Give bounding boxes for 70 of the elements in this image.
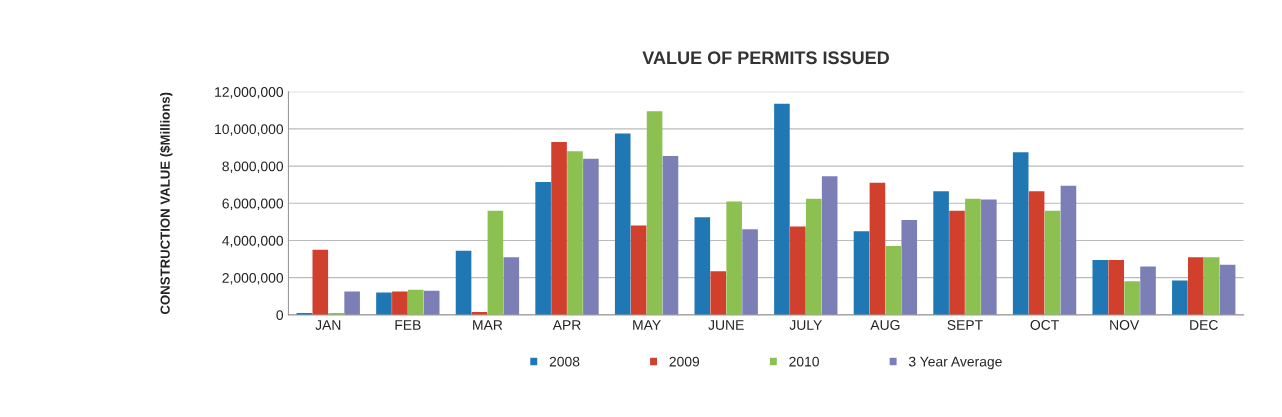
legend-label: 2009	[669, 356, 700, 367]
y-axis-title: CONSTRUCTION VALUE ($Millions)	[159, 92, 173, 315]
bar	[1140, 266, 1156, 315]
x-tick-label: JULY	[789, 320, 822, 330]
bar	[901, 220, 918, 315]
x-tick-label: SEPT	[947, 320, 983, 330]
x-tick-label: JAN	[315, 320, 341, 330]
x-tick-label: NOV	[1110, 320, 1140, 330]
bar	[1203, 257, 1220, 315]
bar	[869, 182, 886, 315]
bar	[1187, 257, 1204, 315]
bar	[694, 217, 711, 315]
bar	[1060, 185, 1077, 315]
bar	[503, 257, 520, 315]
bar	[583, 158, 599, 315]
bar	[981, 199, 997, 315]
bar	[662, 155, 679, 315]
x-tick-label: MAY	[633, 320, 661, 330]
y-tick-label: 0	[276, 310, 284, 320]
bar	[805, 198, 822, 315]
chart-title: VALUE OF PERMITS ISSUED	[642, 51, 889, 65]
y-tick-label: 8,000,000	[222, 161, 284, 173]
bar	[551, 141, 567, 315]
y-tick-label: 2,000,000	[222, 272, 284, 285]
bar	[1108, 259, 1124, 315]
x-tick-label: AUG	[870, 320, 900, 330]
bar	[614, 133, 631, 315]
bar	[774, 103, 790, 315]
bar	[1044, 210, 1061, 315]
bar	[1012, 152, 1029, 315]
bar	[630, 225, 647, 315]
bar	[344, 291, 360, 315]
bar	[312, 249, 329, 315]
bar	[821, 176, 838, 315]
y-tick-label: 6,000,000	[222, 198, 284, 211]
x-tick-label: MAR	[473, 320, 503, 330]
bar	[376, 292, 392, 315]
bar	[535, 181, 551, 315]
legend-label: 2010	[789, 356, 819, 367]
bar	[487, 210, 504, 315]
bar	[790, 226, 806, 315]
bar	[742, 229, 758, 315]
legend-label: 2008	[549, 356, 580, 367]
bar	[392, 291, 408, 315]
bar	[1172, 280, 1188, 315]
x-tick-label: FEB	[395, 320, 421, 330]
bar	[726, 201, 742, 315]
bar	[933, 191, 949, 315]
legend-label: 3 Year Average	[908, 356, 1002, 370]
bar	[710, 271, 727, 315]
y-tick-label: 4,000,000	[222, 235, 284, 248]
bar	[1092, 259, 1109, 315]
x-tick-label: APR	[552, 320, 581, 330]
bar	[1028, 191, 1045, 315]
bar	[455, 250, 472, 315]
bar	[646, 111, 663, 315]
bar	[423, 290, 440, 315]
bar	[408, 289, 424, 315]
bar	[885, 246, 902, 315]
x-tick-label: OCT	[1030, 320, 1059, 330]
y-tick-label: 12,000,000	[215, 87, 284, 99]
bar	[1124, 281, 1140, 315]
x-tick-label: DEC	[1190, 320, 1218, 330]
y-tick-label: 10,000,000	[215, 124, 284, 136]
bar	[567, 151, 583, 315]
bar	[949, 210, 965, 315]
x-tick-label: JUNE	[708, 320, 744, 330]
bar	[853, 231, 870, 315]
bar	[965, 198, 981, 315]
bar	[1219, 264, 1236, 315]
